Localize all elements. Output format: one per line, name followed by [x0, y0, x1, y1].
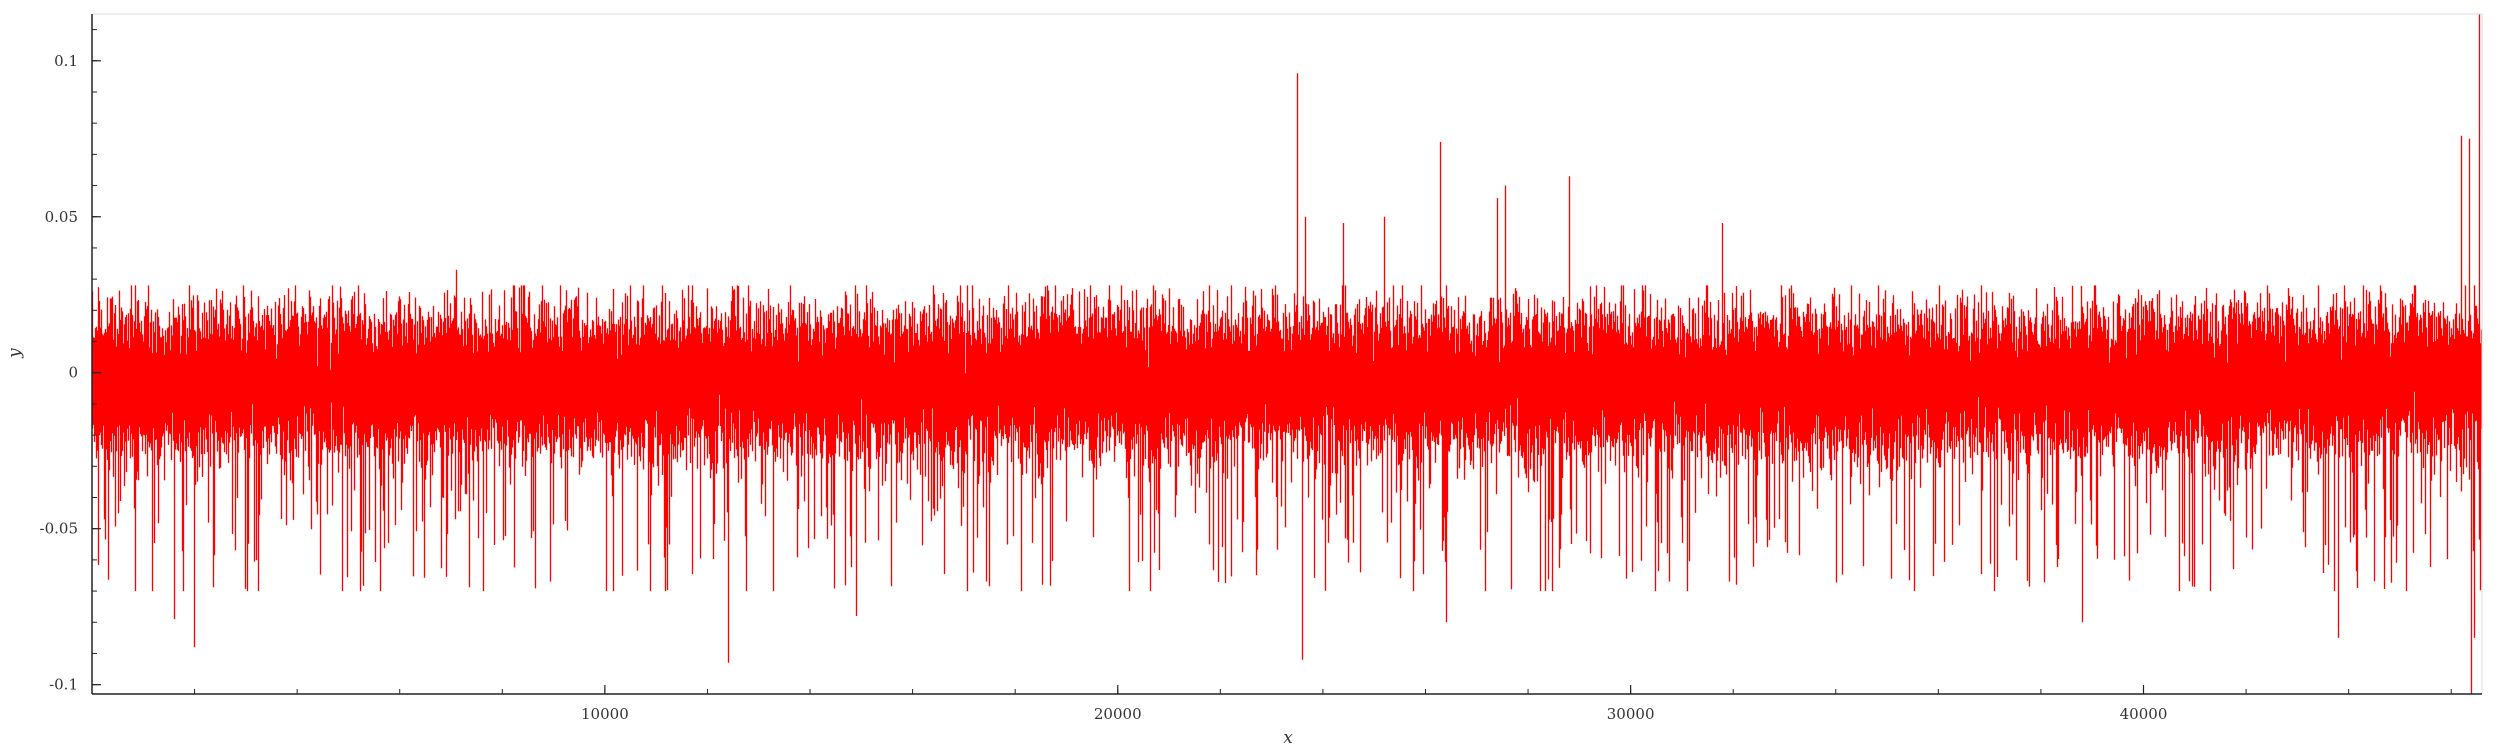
x-tick-label: 30000	[1607, 705, 1655, 723]
plot-area	[92, 14, 2482, 694]
axes: 10000 20000 30000 40000 -0.1 -0.05 0 0.05 0.1	[40, 13, 2483, 723]
y-tick-label: -0.05	[40, 520, 78, 538]
y-tick-label: 0.05	[45, 208, 78, 226]
x-tick-label: 40000	[2120, 705, 2168, 723]
y-tick-label: 0.1	[54, 52, 78, 70]
x-tick-label: 20000	[1094, 705, 1142, 723]
y-tick-label: 0	[68, 364, 78, 382]
x-axis-label: x	[1283, 728, 1293, 748]
y-axis-label: y	[5, 348, 25, 359]
y-tick-label: -0.1	[49, 676, 78, 694]
series-line	[92, 14, 2482, 694]
x-tick-label: 10000	[581, 705, 629, 723]
